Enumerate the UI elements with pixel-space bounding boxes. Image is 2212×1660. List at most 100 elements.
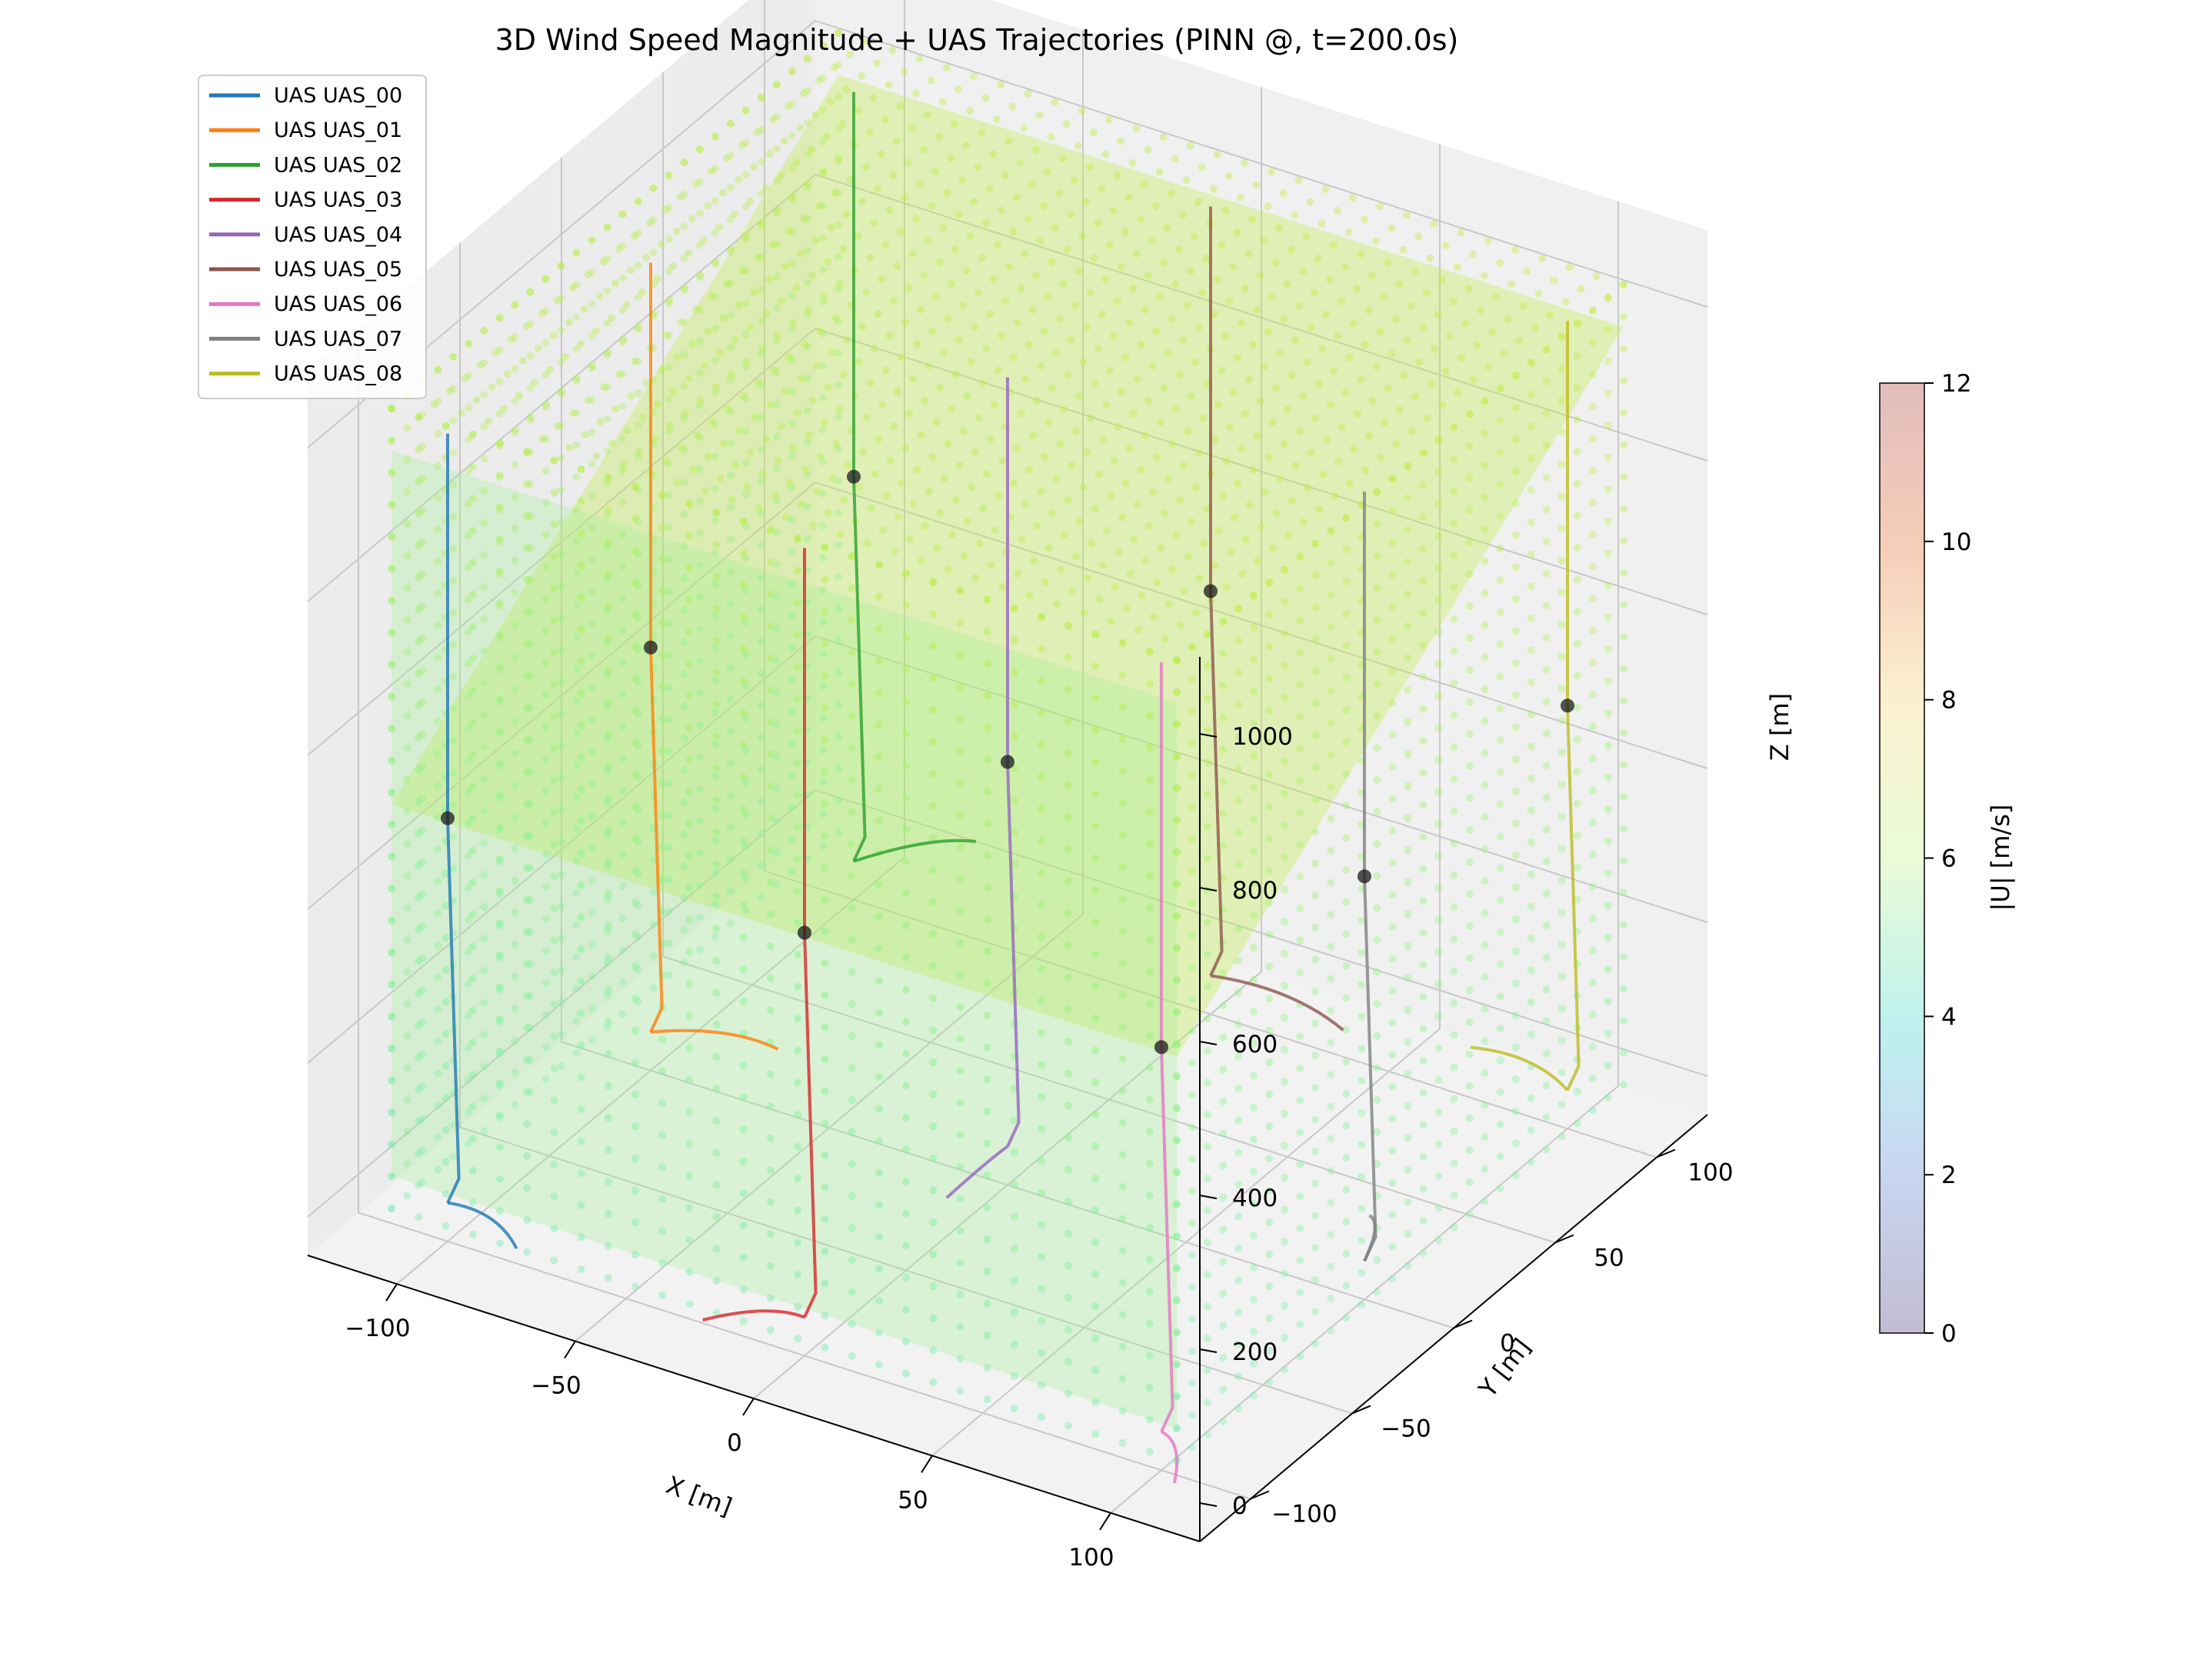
field-point [403, 519, 411, 528]
field-point [1619, 952, 1627, 961]
field-point [685, 884, 694, 892]
field-point [511, 652, 519, 661]
field-point [840, 495, 848, 504]
field-point [1300, 518, 1308, 526]
field-point [604, 505, 612, 514]
field-point [496, 1111, 504, 1119]
field-point [712, 572, 721, 581]
field-point [526, 320, 535, 328]
field-point [557, 998, 565, 1006]
field-point [388, 788, 396, 797]
field-point [848, 1128, 856, 1136]
field-point [685, 500, 694, 508]
field-point [388, 565, 396, 572]
field-point [1265, 1346, 1274, 1355]
field-point [526, 672, 535, 680]
field-point [1437, 276, 1446, 285]
field-point [1204, 886, 1212, 895]
field-point [577, 529, 585, 538]
field-point [1004, 137, 1013, 145]
field-point [418, 506, 427, 515]
field-point [1047, 132, 1055, 141]
field-point [1404, 1038, 1412, 1046]
field-point [1038, 1061, 1045, 1069]
field-point [1557, 492, 1566, 501]
field-point [1496, 416, 1504, 425]
field-point [834, 541, 842, 549]
field-point [1173, 1264, 1181, 1272]
field-point [1009, 353, 1018, 362]
field-point [618, 498, 627, 506]
field-point [750, 288, 758, 296]
field-point [758, 470, 767, 478]
field-point [834, 412, 842, 421]
field-point [1419, 448, 1427, 457]
field-point [1527, 454, 1535, 462]
field-point [1161, 509, 1169, 518]
field-point [1056, 565, 1064, 574]
field-point [1171, 155, 1179, 163]
field-point [741, 842, 750, 851]
field-point [1588, 466, 1597, 475]
legend-entry: UAS UAS_06 [274, 292, 402, 316]
field-point [1496, 1056, 1504, 1065]
field-point [503, 370, 511, 378]
field-point [1191, 358, 1199, 366]
field-point [1257, 522, 1265, 531]
field-point [695, 177, 704, 185]
field-point [1188, 1027, 1196, 1035]
field-point [1295, 302, 1303, 310]
field-point [978, 379, 987, 388]
field-point [1226, 548, 1234, 556]
field-point [1619, 825, 1627, 833]
field-point [1342, 578, 1351, 586]
field-point [480, 391, 488, 399]
field-point [983, 692, 991, 700]
field-point [1492, 293, 1501, 302]
field-point [1008, 102, 1017, 111]
field-point [1291, 462, 1300, 470]
field-point [496, 919, 504, 928]
field-point [1187, 392, 1195, 401]
field-point [1404, 622, 1412, 630]
field-point [983, 628, 991, 635]
field-point [1496, 928, 1504, 936]
field-point [1145, 839, 1154, 848]
field-point [944, 439, 952, 448]
field-point [1515, 336, 1524, 345]
field-point [1058, 155, 1067, 162]
field-point [803, 182, 811, 191]
field-point [1434, 1172, 1443, 1180]
field-point [997, 81, 1005, 89]
field-point [711, 900, 719, 908]
field-point [1083, 448, 1091, 457]
field-point [1604, 933, 1612, 942]
field-point [1250, 912, 1258, 920]
field-point [1281, 565, 1289, 574]
field-point [794, 982, 802, 991]
field-point [649, 184, 658, 192]
field-point [1038, 1381, 1045, 1389]
field-point [1327, 815, 1335, 823]
field-point [772, 208, 781, 217]
field-point [739, 677, 748, 685]
field-point [1219, 1289, 1228, 1298]
field-point [821, 832, 829, 839]
field-point [1404, 654, 1412, 662]
field-point [767, 814, 775, 822]
field-point [726, 535, 735, 544]
field-point [1434, 820, 1443, 828]
field-point [658, 1291, 667, 1299]
field-point [894, 388, 902, 396]
field-point [1173, 1200, 1181, 1208]
field-point [904, 158, 912, 167]
field-point [1118, 703, 1127, 711]
field-point [800, 215, 808, 223]
field-point [1511, 883, 1520, 892]
field-point [1557, 364, 1566, 372]
field-point [741, 298, 750, 307]
field-point [874, 561, 883, 569]
field-point [1342, 1218, 1351, 1226]
field-point [1527, 614, 1535, 622]
field-point [480, 422, 488, 431]
